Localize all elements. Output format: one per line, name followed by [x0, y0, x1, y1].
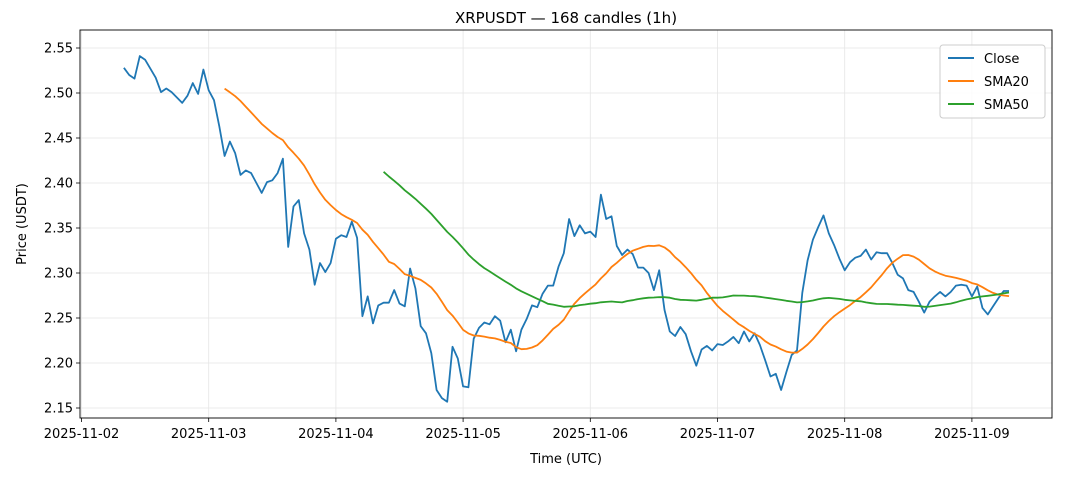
- x-tick-label: 2025-11-06: [553, 427, 629, 442]
- legend-box: [939, 44, 1046, 119]
- legend: Close SMA20 SMA50: [939, 44, 1046, 119]
- sma20-line: [224, 87, 1010, 354]
- grid: [80, 30, 1052, 418]
- close-line: [123, 55, 1009, 403]
- x-tick-label: 2025-11-05: [425, 427, 501, 442]
- x-tick-label: 2025-11-02: [44, 427, 120, 442]
- x-tick-label: 2025-11-08: [807, 427, 883, 442]
- legend-label-sma50: SMA50: [984, 98, 1029, 113]
- y-tick-label: 2.30: [44, 267, 73, 282]
- y-tick-label: 2.50: [44, 87, 73, 102]
- y-tick-label: 2.45: [44, 132, 73, 147]
- sma50-line: [383, 171, 1010, 308]
- x-tick-label: 2025-11-07: [680, 427, 756, 442]
- chart-title: XRPUSDT — 168 candles (1h): [455, 9, 677, 27]
- legend-label-close: Close: [984, 52, 1019, 67]
- plot-frame: [79, 29, 1053, 419]
- y-tick-label: 2.15: [44, 402, 73, 417]
- x-tick-label: 2025-11-03: [171, 427, 247, 442]
- x-axis-label: Time (UTC): [529, 452, 602, 467]
- y-tick-label: 2.40: [44, 177, 73, 192]
- y-tick-label: 2.25: [44, 312, 73, 327]
- legend-label-sma20: SMA20: [984, 75, 1029, 90]
- y-tick-label: 2.35: [44, 222, 73, 237]
- axis-ticks: 2.15 2.20 2.25 2.30 2.35 2.40 2.45 2.50 2.55 2025…: [44, 42, 1010, 443]
- y-axis-label: Price (USDT): [15, 183, 30, 265]
- x-tick-label: 2025-11-04: [298, 427, 374, 442]
- series-lines: [123, 55, 1010, 403]
- x-tick-label: 2025-11-09: [934, 427, 1010, 442]
- y-tick-label: 2.20: [44, 357, 73, 372]
- y-tick-label: 2.55: [44, 42, 73, 57]
